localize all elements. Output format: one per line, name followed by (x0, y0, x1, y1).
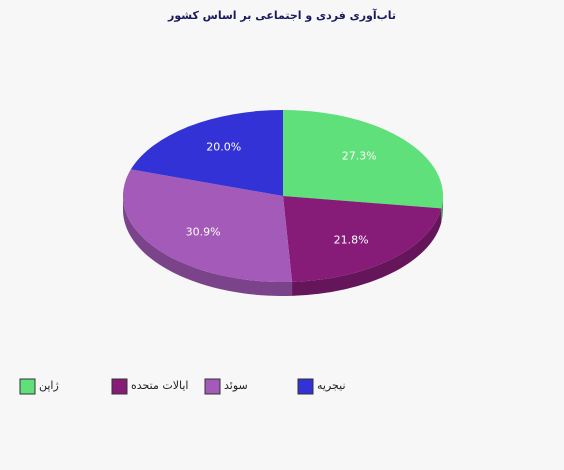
legend-swatch (297, 378, 314, 395)
pie-slice (130, 110, 283, 196)
legend-swatch (19, 378, 36, 395)
legend-swatch (204, 378, 221, 395)
legend-swatch (111, 378, 128, 395)
pie-sides (123, 196, 444, 296)
slice-side (441, 196, 444, 223)
slice-label: 30.9% (186, 226, 221, 239)
pie-slice (283, 196, 442, 282)
legend-label: سوئد (224, 379, 248, 392)
slice-label: 20.0% (206, 140, 241, 153)
slice-side (292, 208, 442, 296)
pie-slice (283, 110, 443, 209)
pie-tops (123, 110, 443, 282)
legend-label: ژاپن (39, 379, 59, 392)
pie-slice (123, 169, 293, 282)
slice-label: 21.8% (334, 233, 369, 246)
chart-title: تاب‌آوری فردی و اجتماعی بر اساس کشور (167, 8, 396, 22)
legend-label: ایالات متحده (131, 379, 188, 392)
legend-label: نیجریه (317, 379, 346, 392)
slice-label: 27.3% (342, 150, 377, 163)
slice-side (123, 196, 293, 296)
